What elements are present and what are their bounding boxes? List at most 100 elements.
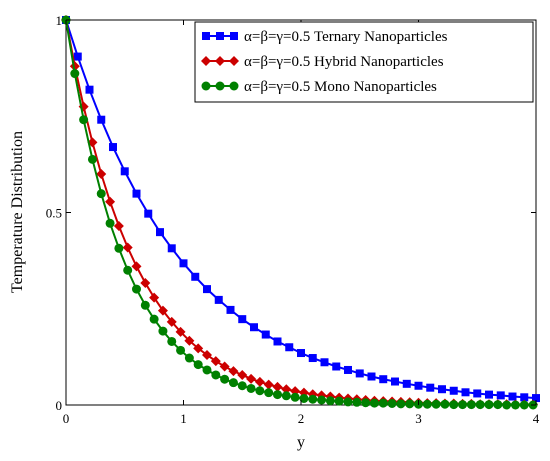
data-point-hybrid (193, 343, 204, 354)
data-point-hybrid (166, 316, 177, 327)
data-point-hybrid (263, 379, 274, 390)
data-point-hybrid (122, 242, 133, 253)
legend-label-mono: α=β=γ=0.5 Mono Nanoparticles (244, 79, 437, 95)
data-point-ternary (73, 52, 82, 61)
data-point-ternary (355, 369, 364, 378)
x-tick-label: 3 (415, 411, 422, 426)
data-point-ternary (167, 244, 176, 253)
x-tick-label: 4 (533, 411, 540, 426)
legend-label-ternary: α=β=γ=0.5 Ternary Nanoparticles (244, 29, 448, 45)
data-point-mono (290, 392, 300, 402)
data-point-mono (361, 398, 371, 408)
legend-marker-hybrid (201, 56, 211, 66)
data-point-ternary (250, 323, 258, 332)
data-point-hybrid (272, 381, 283, 392)
data-point-ternary (332, 362, 341, 371)
legend-marker-mono (201, 81, 211, 91)
data-point-ternary (156, 228, 164, 237)
data-point-mono (273, 390, 282, 400)
legend-marker-mono (229, 81, 239, 91)
data-point-mono (431, 399, 441, 409)
legend-marker-ternary (216, 32, 224, 40)
data-point-mono (237, 381, 247, 391)
legend-marker-ternary (230, 32, 238, 40)
data-point-hybrid (202, 349, 212, 360)
x-tick-label: 2 (298, 411, 305, 426)
data-point-hybrid (281, 384, 292, 395)
data-point-ternary (391, 377, 399, 386)
data-point-mono (79, 115, 89, 125)
y-tick-label: 1 (56, 13, 63, 28)
data-point-mono (132, 284, 141, 294)
data-point-ternary (449, 386, 458, 395)
data-point-mono (475, 400, 485, 410)
data-point-mono (484, 400, 494, 410)
data-point-ternary (308, 354, 317, 363)
data-point-ternary (261, 330, 270, 339)
ticks-layer: 0 1 2 3 4 0 0.5 1 (46, 13, 540, 426)
data-point-ternary (214, 295, 223, 304)
data-point-ternary (485, 390, 493, 399)
data-point-ternary (109, 143, 117, 152)
legend-marker-ternary (202, 32, 210, 40)
data-point-mono (502, 400, 512, 410)
data-point-mono (184, 353, 194, 363)
data-point-mono (440, 399, 450, 409)
data-point-hybrid (254, 376, 265, 387)
data-point-ternary (414, 381, 423, 390)
x-tick-label: 1 (180, 411, 187, 426)
data-point-mono (105, 218, 115, 228)
data-point-ternary (120, 167, 129, 176)
data-point-mono (519, 400, 529, 410)
y-axis-label: Temperature Distribution (9, 131, 26, 293)
data-point-mono (202, 365, 212, 375)
data-point-ternary (520, 393, 529, 402)
data-point-hybrid (140, 277, 151, 288)
data-point-hybrid (113, 220, 124, 231)
data-point-mono (510, 400, 520, 410)
data-point-mono (422, 399, 432, 409)
data-point-mono (343, 397, 353, 407)
data-point-ternary (273, 337, 282, 346)
data-point-mono (281, 391, 291, 401)
legend-item-mono: α=β=γ=0.5 Mono Nanoparticles (201, 79, 437, 95)
data-point-mono (458, 400, 468, 410)
data-point-mono (405, 399, 415, 409)
data-point-hybrid (157, 305, 168, 316)
data-point-mono (123, 265, 133, 275)
legend: α=β=γ=0.5 Ternary Nanoparticles α=β=γ=0.… (194, 21, 534, 103)
x-tick-label: 0 (63, 411, 70, 426)
data-point-mono (334, 396, 344, 406)
data-point-hybrid (131, 261, 142, 272)
data-point-ternary (473, 389, 482, 398)
data-point-mono (308, 394, 318, 404)
data-point-hybrid (175, 326, 186, 337)
data-point-hybrid (237, 369, 248, 380)
data-point-mono (299, 393, 309, 403)
data-point-ternary (203, 285, 211, 294)
legend-item-ternary: α=β=γ=0.5 Ternary Nanoparticles (202, 29, 448, 45)
legend-box (194, 21, 534, 103)
data-point-ternary (438, 385, 446, 394)
data-point-mono (158, 326, 168, 336)
data-point-mono (378, 398, 388, 408)
data-point-mono (211, 370, 221, 380)
data-point-ternary (179, 259, 188, 268)
data-point-mono (387, 398, 397, 408)
data-point-mono (396, 399, 406, 409)
data-point-mono (167, 336, 177, 346)
data-point-mono (87, 154, 97, 164)
data-point-hybrid (149, 292, 160, 303)
legend-marker-hybrid (215, 56, 225, 66)
data-point-mono (352, 397, 362, 407)
data-point-mono (255, 386, 265, 396)
data-point-mono (317, 395, 327, 405)
data-point-mono (369, 398, 379, 408)
data-point-ternary (226, 305, 235, 314)
data-point-hybrid (210, 356, 221, 367)
data-point-mono (176, 345, 186, 355)
data-point-ternary (97, 115, 106, 124)
data-point-hybrid (105, 196, 116, 207)
data-point-ternary (496, 391, 505, 400)
